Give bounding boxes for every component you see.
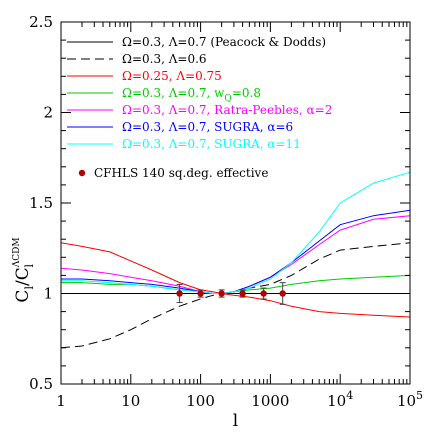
series-layer	[60, 171, 411, 349]
x-tick-label: 105	[397, 389, 423, 410]
svg-text:Cl/CΛCDMl: Cl/CΛCDMl	[12, 237, 36, 302]
data-point	[197, 289, 204, 298]
legend-label-1: Ω=0.3, Λ=0.7 (Peacock & Dodds)	[122, 35, 326, 49]
x-axis-title: l	[233, 411, 238, 431]
legend-label-6: Ω=0.3, Λ=0.7, SUGRA, α=6	[122, 120, 293, 134]
y-tick-label: 0.5	[29, 375, 53, 393]
y-title-den: C	[13, 267, 33, 280]
legend-marker-points	[78, 169, 86, 177]
point-marker	[260, 290, 267, 297]
legend-label-5: Ω=0.3, Λ=0.7, Ratra-Peebles, α=2	[122, 103, 332, 117]
y-title-c: C	[13, 290, 33, 303]
y-tick-label: 1.5	[29, 194, 53, 212]
point-marker	[279, 290, 286, 297]
y-tick-label: 2.5	[29, 13, 53, 31]
legend-label-3: Ω=0.25, Λ=0.75	[122, 69, 222, 83]
point-marker	[239, 290, 246, 297]
y-axis-title: Cl/CΛCDMl	[12, 237, 36, 302]
y-tick-label: 1	[43, 285, 53, 303]
y-tick-label: 2	[43, 104, 53, 122]
series-line-3	[60, 242, 411, 318]
plot-frame	[60, 21, 411, 385]
point-marker	[197, 290, 204, 297]
y-title-sep: /	[13, 280, 33, 286]
legend-label-points: CFHLS 140 sq.deg. effective	[94, 166, 268, 180]
x-tick-label: 1	[56, 392, 66, 410]
x-tick-label: 10	[121, 392, 140, 410]
legend-layer: Ω=0.3, Λ=0.7 (Peacock & Dodds) Ω=0.3, Λ=0…	[67, 35, 332, 180]
x-tick-label: 1000	[251, 392, 289, 410]
point-marker	[176, 290, 183, 297]
legend-label-4: Ω=0.3, Λ=0.7, wQ=0.8	[122, 86, 261, 104]
series-line-5	[60, 215, 411, 294]
legend-label-7: Ω=0.3, Λ=0.7, SUGRA, α=11	[122, 137, 301, 151]
legend-label-2: Ω=0.3, Λ=0.6	[122, 52, 207, 66]
x-tick-label: 104	[327, 389, 353, 410]
data-point	[176, 283, 183, 304]
data-point	[218, 289, 225, 298]
data-point	[260, 287, 267, 300]
point-marker	[218, 290, 225, 297]
data-point	[279, 282, 286, 305]
series-line-6	[61, 209, 411, 294]
points-layer	[176, 282, 286, 305]
y-title-c-sub: l	[23, 286, 36, 290]
y-title-den-sub: l	[23, 263, 36, 267]
series-line-7	[61, 171, 411, 294]
y-title-den-sup: ΛCDM	[12, 237, 22, 268]
x-tick-label: 100	[186, 392, 215, 410]
data-point	[239, 289, 246, 298]
